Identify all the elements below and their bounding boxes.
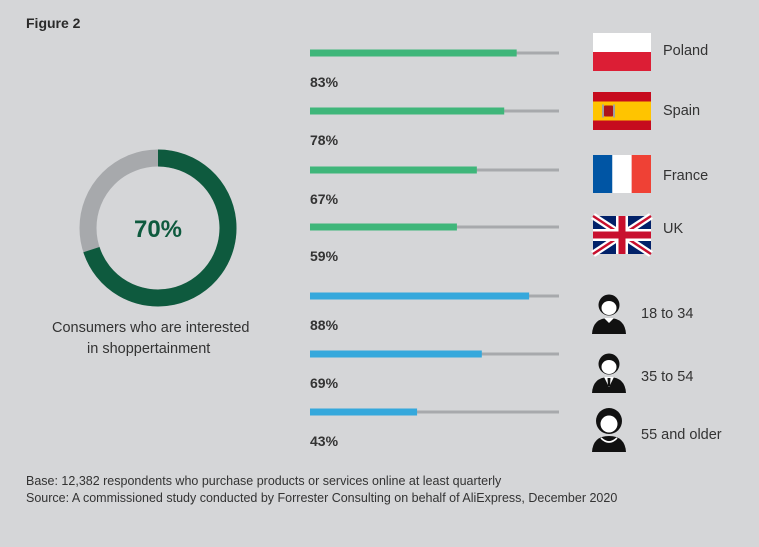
category-label: Spain [663, 103, 700, 119]
poland-flag-icon [593, 33, 651, 71]
category-label: 55 and older [641, 427, 722, 443]
young-person-icon [592, 294, 626, 334]
bar-france [310, 166, 477, 174]
category-label: UK [663, 221, 683, 237]
bar-value-label: 43% [310, 433, 339, 449]
category-label: France [663, 168, 708, 184]
bar-value-label: 88% [310, 317, 339, 333]
france-flag-icon [593, 155, 651, 193]
bar-value-label: 59% [310, 248, 339, 264]
bar-value-label: 69% [310, 375, 339, 391]
category-icons [591, 33, 653, 452]
bar-spain [310, 107, 505, 115]
donut-value-label: 70% [134, 216, 182, 243]
bar-value-label: 78% [310, 132, 339, 148]
bar-track [310, 410, 559, 414]
middle-aged-person-icon [592, 353, 626, 393]
bar-value-label: 83% [310, 74, 339, 90]
category-label: Poland [663, 43, 708, 59]
donut-value-arc [83, 149, 237, 307]
bar-poland [310, 49, 517, 57]
bar-chart: 83% Poland 78% Spain 67% France 59% UK 88% 18 to … [310, 43, 722, 449]
footnote-base: Base: 12,382 respondents who purchase pr… [26, 474, 502, 488]
footnote: Base: 12,382 respondents who purchase pr… [26, 473, 617, 507]
footnote-source: Source: A commissioned study conducted b… [26, 491, 618, 505]
bar-value-label: 67% [310, 191, 339, 207]
donut-caption: Consumers who are interested in shoppert… [40, 318, 275, 360]
spain-flag-icon [593, 92, 651, 130]
donut-chart: 70% [79, 149, 237, 307]
bar-18-to-34 [310, 292, 530, 300]
donut-caption-line: Consumers who are interested [52, 320, 250, 336]
bar-35-to-54 [310, 350, 482, 358]
uk-flag-icon [591, 213, 653, 257]
category-label: 18 to 34 [641, 306, 693, 322]
donut-caption-line: in shoppertainment [87, 341, 211, 357]
older-person-icon [592, 408, 626, 452]
figure-label: Figure 2 [26, 15, 81, 31]
bar-55-and-older [310, 408, 418, 416]
bar-uk [310, 223, 457, 231]
category-label: 35 to 54 [641, 369, 693, 385]
